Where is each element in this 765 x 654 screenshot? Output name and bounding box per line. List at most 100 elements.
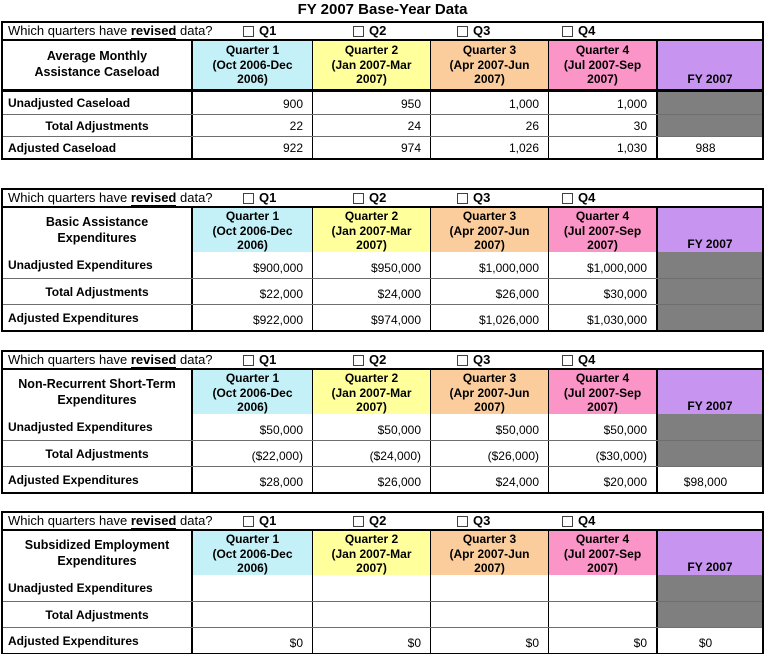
row-label: Total Adjustments bbox=[3, 115, 191, 136]
table-row: Unadjusted Expenditures $50,000 $50,000 … bbox=[3, 414, 762, 440]
q1-value-cell[interactable]: $22,000 bbox=[191, 279, 312, 304]
quarter2-header-period: (Jan 2007-Mar 2007) bbox=[331, 223, 412, 253]
q3-value-cell[interactable]: $1,026,000 bbox=[430, 305, 548, 330]
q1-checkbox[interactable] bbox=[243, 354, 254, 366]
row-label: Total Adjustments bbox=[3, 279, 191, 304]
q2-value-cell[interactable]: 974 bbox=[312, 137, 430, 158]
q2-value-cell[interactable]: 24 bbox=[312, 115, 430, 136]
q4-checkbox[interactable] bbox=[562, 25, 573, 37]
q4-value-cell[interactable]: 1,000 bbox=[548, 92, 656, 114]
q2-value-cell[interactable]: $950,000 bbox=[312, 252, 430, 278]
q1-value-cell[interactable] bbox=[191, 575, 312, 601]
q3-value-cell[interactable] bbox=[430, 602, 548, 627]
q2-checkbox-label: Q2 bbox=[369, 23, 387, 38]
q3-value-cell[interactable]: 1,026 bbox=[430, 137, 548, 158]
table-row: Adjusted Caseload 922 974 1,026 1,030 98… bbox=[3, 136, 762, 158]
q4-value-cell[interactable]: $1,000,000 bbox=[548, 252, 656, 278]
q4-value-cell[interactable]: ($30,000) bbox=[548, 441, 656, 466]
q1-value-cell[interactable]: 22 bbox=[191, 115, 312, 136]
fy-value-cell[interactable]: 988 bbox=[656, 137, 762, 158]
q2-checkbox[interactable] bbox=[353, 25, 364, 37]
fy-value-cell[interactable]: $0 bbox=[656, 628, 762, 653]
quarter3-header-title: Quarter 3 bbox=[462, 532, 517, 546]
q4-value-cell[interactable]: $20,000 bbox=[548, 467, 656, 492]
q4-checkbox[interactable] bbox=[562, 515, 573, 527]
q4-value-cell[interactable]: $0 bbox=[548, 628, 656, 653]
q2-checkbox[interactable] bbox=[353, 515, 364, 527]
q4-value-cell[interactable]: $30,000 bbox=[548, 279, 656, 304]
q3-value-cell[interactable]: $0 bbox=[430, 628, 548, 653]
q3-value-cell[interactable]: $24,000 bbox=[430, 467, 548, 492]
q3-value-cell[interactable]: $1,000,000 bbox=[430, 252, 548, 278]
table-basic-assistance-expenditures: Which quarters have revised data? Q1 Q2 … bbox=[1, 188, 764, 332]
q1-value-cell[interactable]: 900 bbox=[191, 92, 312, 114]
q1-value-cell[interactable]: $0 bbox=[191, 628, 312, 653]
q2-value-cell[interactable]: $24,000 bbox=[312, 279, 430, 304]
table-row: Total Adjustments ($22,000) ($24,000) ($… bbox=[3, 440, 762, 466]
q2-value-cell[interactable] bbox=[312, 602, 430, 627]
q4-checkbox[interactable] bbox=[562, 354, 573, 366]
q1-value-cell[interactable]: $922,000 bbox=[191, 305, 312, 330]
q2-checkbox[interactable] bbox=[353, 192, 364, 204]
q2-value-cell[interactable]: $0 bbox=[312, 628, 430, 653]
quarter1-header-title: Quarter 1 bbox=[225, 532, 280, 546]
table-row: Unadjusted Expenditures $900,000 $950,00… bbox=[3, 252, 762, 278]
q4-checkbox[interactable] bbox=[562, 192, 573, 204]
q4-value-cell[interactable]: $1,030,000 bbox=[548, 305, 656, 330]
table-row: Adjusted Expenditures $0 $0 $0 $0 $0 bbox=[3, 627, 762, 653]
q3-value-cell[interactable] bbox=[430, 575, 548, 601]
fy-value-cell[interactable]: $98,000 bbox=[656, 467, 762, 492]
row-label: Unadjusted Expenditures bbox=[3, 414, 191, 440]
q1-checkbox-label: Q1 bbox=[259, 513, 277, 528]
quarter3-header: Quarter 3 (Apr 2007-Jun 2007) bbox=[430, 370, 548, 416]
q1-value-cell[interactable] bbox=[191, 602, 312, 627]
q1-value-cell[interactable]: $28,000 bbox=[191, 467, 312, 492]
q3-value-cell[interactable]: $26,000 bbox=[430, 279, 548, 304]
quarter3-header-title: Quarter 3 bbox=[462, 43, 517, 58]
q2-value-cell[interactable] bbox=[312, 575, 430, 601]
row-label: Adjusted Expenditures bbox=[3, 305, 191, 330]
q4-value-cell[interactable]: $50,000 bbox=[548, 414, 656, 440]
revised-question: Which quarters have revised data? bbox=[3, 190, 762, 207]
q1-value-cell[interactable]: 922 bbox=[191, 137, 312, 158]
q3-value-cell[interactable]: ($26,000) bbox=[430, 441, 548, 466]
q4-value-cell[interactable]: 1,030 bbox=[548, 137, 656, 158]
q3-checkbox[interactable] bbox=[457, 515, 468, 527]
q3-checkbox[interactable] bbox=[457, 25, 468, 37]
table-title: Basic Assistance Expenditures bbox=[3, 208, 191, 254]
q3-checkbox-label: Q3 bbox=[473, 190, 491, 205]
q1-checkbox[interactable] bbox=[243, 515, 254, 527]
q1-checkbox[interactable] bbox=[243, 25, 254, 37]
q2-checkbox[interactable] bbox=[353, 354, 364, 366]
fy-value-cell-shaded bbox=[656, 441, 762, 466]
table-title: Subsidized Employment Expenditures bbox=[3, 531, 191, 577]
quarter4-header: Quarter 4 (Jul 2007-Sep 2007) bbox=[548, 208, 656, 254]
question-emphasis: revised bbox=[130, 190, 177, 207]
q3-checkbox[interactable] bbox=[457, 354, 468, 366]
q4-value-cell[interactable] bbox=[548, 575, 656, 601]
q3-value-cell[interactable]: $50,000 bbox=[430, 414, 548, 440]
q1-checkbox-label: Q1 bbox=[259, 352, 277, 367]
revised-question-row: Which quarters have revised data? Q1 Q2 … bbox=[3, 352, 762, 370]
q2-value-cell[interactable]: 950 bbox=[312, 92, 430, 114]
q3-value-cell[interactable]: 26 bbox=[430, 115, 548, 136]
row-label: Unadjusted Expenditures bbox=[3, 252, 191, 278]
q2-value-cell[interactable]: $26,000 bbox=[312, 467, 430, 492]
q2-checkbox-group: Q2 bbox=[353, 24, 386, 38]
table-row: Unadjusted Caseload 900 950 1,000 1,000 bbox=[3, 92, 762, 114]
q1-value-cell[interactable]: ($22,000) bbox=[191, 441, 312, 466]
q2-value-cell[interactable]: $974,000 bbox=[312, 305, 430, 330]
q1-value-cell[interactable]: $900,000 bbox=[191, 252, 312, 278]
q2-value-cell[interactable]: $50,000 bbox=[312, 414, 430, 440]
q2-value-cell[interactable]: ($24,000) bbox=[312, 441, 430, 466]
q2-checkbox-label: Q2 bbox=[369, 190, 387, 205]
q1-value-cell[interactable]: $50,000 bbox=[191, 414, 312, 440]
q3-checkbox[interactable] bbox=[457, 192, 468, 204]
quarter4-header-period: (Jul 2007-Sep 2007) bbox=[563, 223, 642, 253]
q1-checkbox[interactable] bbox=[243, 192, 254, 204]
quarter3-header-title: Quarter 3 bbox=[462, 209, 517, 223]
q3-value-cell[interactable]: 1,000 bbox=[430, 92, 548, 114]
q4-value-cell[interactable] bbox=[548, 602, 656, 627]
table-title: Non-Recurrent Short-Term Expenditures bbox=[3, 370, 191, 416]
q4-value-cell[interactable]: 30 bbox=[548, 115, 656, 136]
